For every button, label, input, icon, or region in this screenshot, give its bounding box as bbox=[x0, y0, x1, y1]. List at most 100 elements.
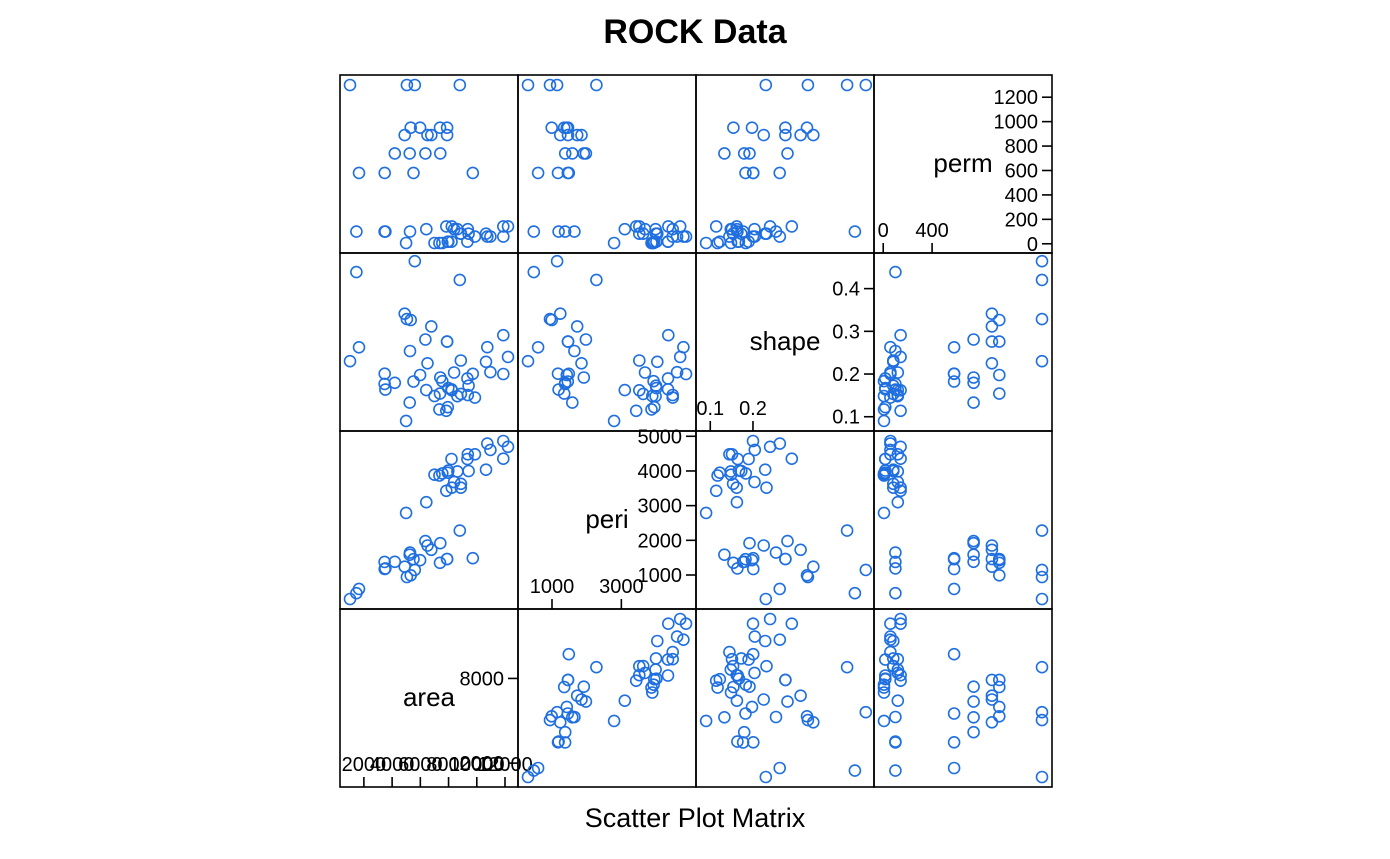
data-point bbox=[859, 563, 873, 577]
data-point bbox=[759, 770, 773, 784]
data-point bbox=[727, 680, 740, 694]
data-point bbox=[439, 220, 453, 233]
data-point bbox=[352, 340, 366, 354]
data-point bbox=[736, 225, 750, 238]
data-point bbox=[521, 78, 535, 92]
data-point bbox=[746, 617, 760, 631]
data-point bbox=[649, 652, 663, 665]
data-point bbox=[527, 265, 541, 279]
data-point bbox=[894, 674, 907, 688]
data-point bbox=[632, 354, 646, 367]
data-point bbox=[454, 354, 468, 367]
data-point bbox=[891, 666, 905, 680]
data-point bbox=[992, 368, 1006, 382]
data-point bbox=[1035, 705, 1049, 719]
data-point bbox=[428, 468, 441, 482]
data-point bbox=[739, 166, 752, 180]
data-point bbox=[468, 391, 482, 404]
data-point bbox=[407, 166, 420, 180]
data-point bbox=[743, 536, 756, 550]
panel-frame bbox=[339, 430, 519, 610]
data-point bbox=[350, 265, 363, 279]
data-point bbox=[769, 225, 783, 238]
data-point bbox=[399, 414, 413, 428]
data-point bbox=[454, 227, 468, 240]
data-point bbox=[433, 536, 447, 550]
data-point bbox=[848, 586, 862, 600]
data-point bbox=[453, 78, 467, 92]
tick-label: 800 bbox=[1005, 136, 1038, 158]
panel-frame bbox=[873, 430, 1053, 610]
data-point bbox=[763, 612, 777, 626]
data-point bbox=[730, 694, 744, 708]
data-point bbox=[743, 147, 756, 160]
data-point bbox=[947, 367, 961, 381]
data-point bbox=[408, 254, 422, 268]
data-point bbox=[677, 230, 690, 243]
data-point bbox=[661, 328, 675, 342]
data-point bbox=[557, 680, 571, 694]
data-point bbox=[967, 680, 980, 694]
data-point bbox=[894, 484, 907, 498]
data-point bbox=[618, 222, 632, 236]
data-point bbox=[521, 770, 535, 784]
data-point bbox=[769, 710, 783, 724]
data-point bbox=[806, 128, 820, 142]
panel-frame bbox=[695, 74, 875, 254]
data-point bbox=[453, 524, 467, 537]
data-point bbox=[562, 367, 576, 381]
data-point bbox=[840, 660, 854, 674]
data-point bbox=[746, 551, 760, 565]
tick-label: 600 bbox=[1005, 160, 1038, 182]
data-point bbox=[561, 121, 575, 134]
data-point bbox=[992, 700, 1006, 714]
data-point bbox=[947, 647, 961, 661]
data-point bbox=[734, 652, 748, 665]
data-point bbox=[398, 128, 412, 142]
data-point bbox=[985, 320, 999, 333]
data-point bbox=[428, 236, 441, 250]
data-point bbox=[878, 400, 892, 414]
tick-label: 1000 bbox=[530, 576, 575, 598]
data-point bbox=[794, 128, 807, 142]
data-point bbox=[419, 222, 433, 236]
data-point bbox=[521, 354, 535, 368]
data-point bbox=[673, 220, 687, 233]
data-point bbox=[985, 693, 999, 706]
data-point bbox=[553, 128, 567, 142]
data-point bbox=[877, 714, 891, 728]
data-point bbox=[739, 707, 752, 720]
data-point bbox=[650, 355, 664, 369]
data-point bbox=[985, 560, 999, 574]
data-point bbox=[794, 689, 807, 703]
data-point bbox=[894, 481, 907, 495]
data-point bbox=[709, 220, 723, 233]
data-point bbox=[894, 612, 907, 626]
data-point bbox=[894, 404, 907, 418]
tick-label: 1000 bbox=[638, 565, 683, 587]
data-point bbox=[967, 725, 980, 739]
panel-frame bbox=[339, 74, 519, 254]
tick-label: 12000 bbox=[477, 754, 533, 776]
tick-label: 0.3 bbox=[832, 321, 860, 343]
chart-title: ROCK Data bbox=[603, 13, 787, 51]
data-point bbox=[731, 735, 744, 748]
data-point bbox=[1035, 254, 1049, 268]
panel-frame bbox=[695, 430, 875, 610]
data-point bbox=[884, 367, 897, 381]
data-point bbox=[967, 376, 980, 390]
variable-name: perm bbox=[933, 148, 992, 178]
data-point bbox=[419, 495, 433, 509]
data-point bbox=[992, 552, 1006, 566]
tick-label: 200 bbox=[1005, 209, 1038, 231]
data-point bbox=[552, 383, 565, 396]
data-point bbox=[433, 371, 447, 384]
data-point bbox=[746, 647, 760, 661]
data-point bbox=[985, 673, 999, 687]
data-point bbox=[379, 383, 392, 396]
data-point bbox=[343, 78, 357, 92]
data-point bbox=[724, 686, 738, 699]
data-point bbox=[632, 668, 646, 682]
data-point bbox=[758, 634, 772, 648]
